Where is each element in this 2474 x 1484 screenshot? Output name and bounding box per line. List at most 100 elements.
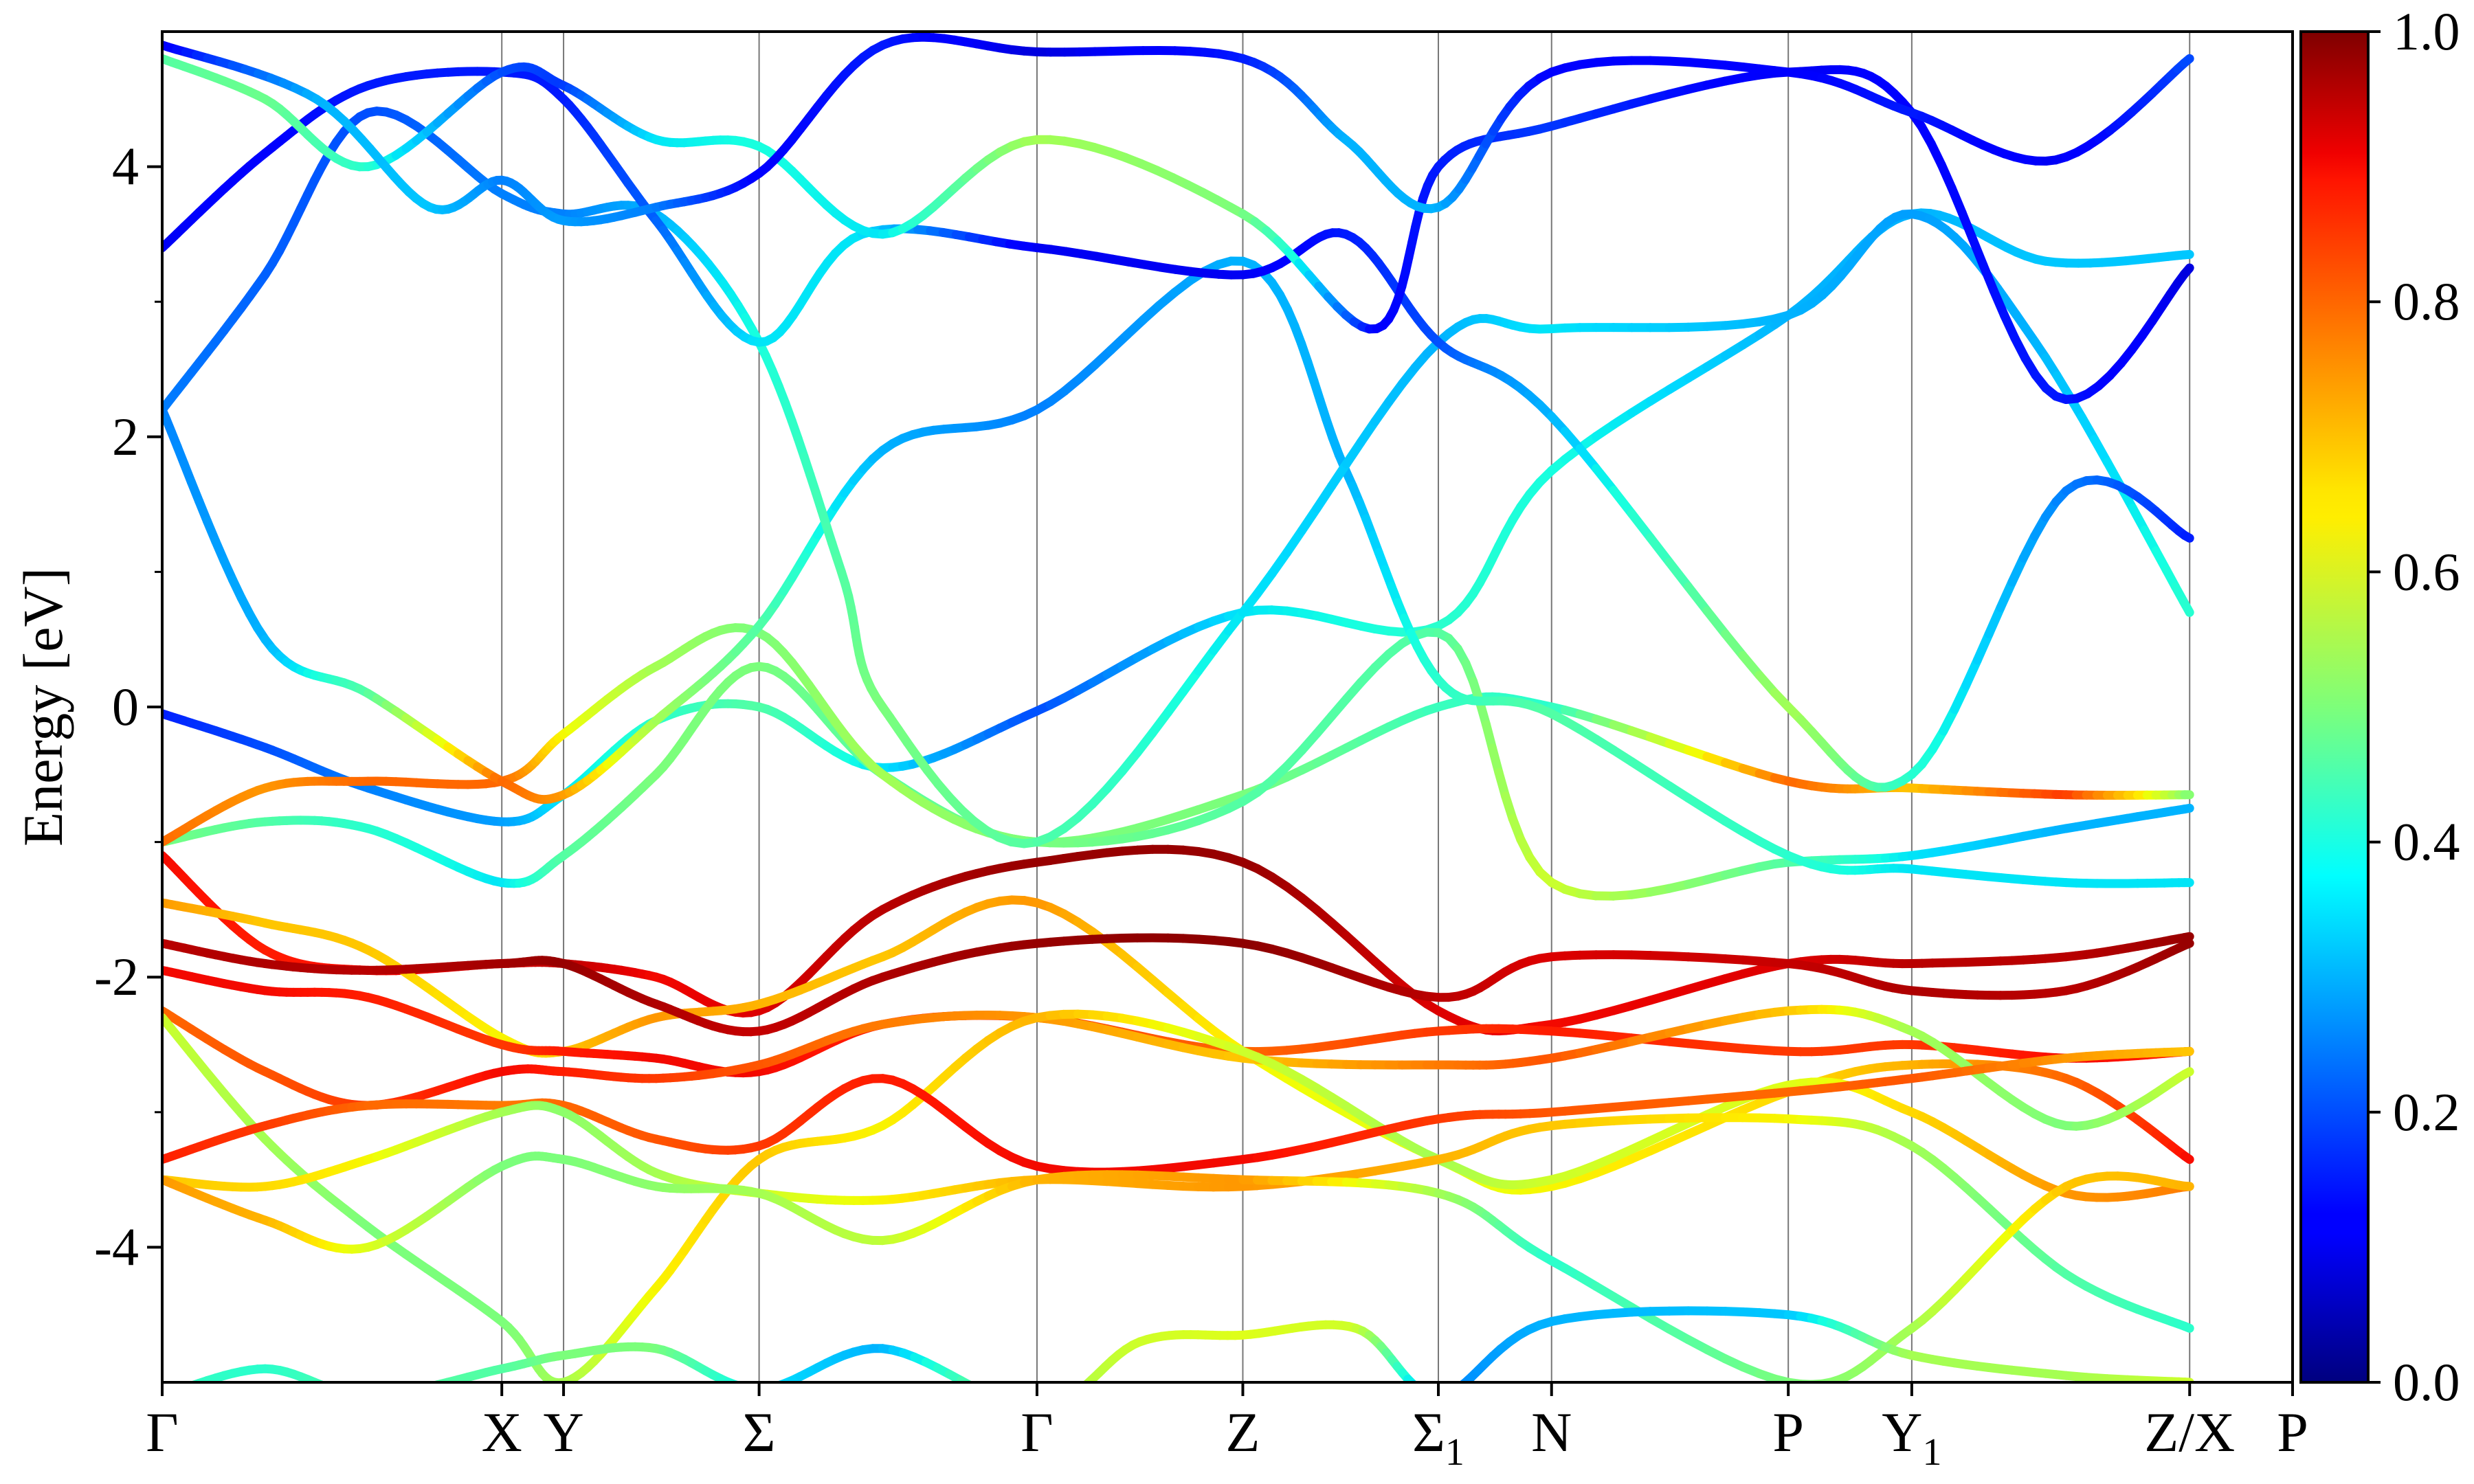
band-segment <box>352 1395 360 1396</box>
y-tick-label: -2 <box>94 947 139 1007</box>
band-segment <box>1425 1393 1431 1395</box>
band-segment <box>1007 1403 1017 1406</box>
band-segment <box>1627 508 1655 542</box>
band-segment <box>1721 629 1748 660</box>
band-segment <box>1664 557 1693 592</box>
band-segment <box>1609 486 1636 518</box>
band-segment <box>1984 603 2005 639</box>
band-segment <box>1078 1386 1084 1393</box>
x-tick-label: Y <box>543 1401 583 1463</box>
x-tick-label: N <box>1531 1401 1572 1463</box>
band-segment <box>767 1386 775 1389</box>
x-tick-label: Γ <box>1021 1401 1053 1463</box>
band-segment <box>1312 481 1337 513</box>
band-5 <box>162 895 2194 1195</box>
band-segment <box>984 1393 996 1399</box>
band-segment <box>359 1395 368 1396</box>
x-tick-label: X <box>482 1401 522 1463</box>
colorbar-tick-label: 0.6 <box>2393 541 2460 601</box>
band-segment <box>1996 577 2017 612</box>
band-segment <box>1458 1378 1469 1382</box>
y-axis: -4 -2 0 2 4 <box>94 137 162 1277</box>
x-axis: Γ X Y Σ Γ Z Σ1 N P Y1 Z/X P <box>146 1382 2308 1474</box>
band-3 <box>162 623 2194 901</box>
band-segment <box>744 1387 751 1389</box>
colorbar-tick-label: 0.2 <box>2393 1082 2460 1142</box>
band-segment <box>2178 596 2194 617</box>
band-segment <box>1452 1388 1459 1392</box>
colorbar-gradient <box>2299 30 2370 1384</box>
band-1 <box>162 208 2194 827</box>
band-segment <box>1645 533 1674 567</box>
band-segment <box>337 1391 344 1393</box>
band-segment <box>2180 938 2194 950</box>
band-segment <box>1062 1397 1070 1402</box>
colorbar-tick-label: 0.8 <box>2393 271 2460 331</box>
colorbar-tick-label: 0.4 <box>2393 812 2460 872</box>
x-tick-label: Σ1 <box>1412 1401 1464 1474</box>
colorbar: 0.0 0.2 0.4 0.6 0.8 1.0 <box>2299 1 2460 1412</box>
x-tick-label: Z <box>1225 1401 1260 1463</box>
band-segment <box>2180 932 2194 942</box>
band-segment <box>2179 249 2194 260</box>
band-segment <box>1070 1392 1078 1397</box>
band-segment <box>2180 1321 2194 1333</box>
y-tick-label: 2 <box>112 407 139 466</box>
band-segment <box>406 1390 416 1392</box>
band-segment <box>1979 260 1998 295</box>
band-segment <box>416 1387 427 1389</box>
band-segment <box>1409 1380 1418 1382</box>
x-tick-label: Y1 <box>1882 1401 1941 1474</box>
band-segment <box>973 1387 985 1393</box>
band-segment <box>368 1395 377 1396</box>
x-tick-label: P <box>1772 1401 1804 1463</box>
band-segment <box>329 1388 337 1391</box>
band-segment <box>428 1380 441 1382</box>
band-6 <box>162 933 2194 1037</box>
band-segment <box>1054 1402 1062 1406</box>
band-segment <box>1957 208 1977 244</box>
y-axis-label: Energy [eV] <box>12 567 74 846</box>
colorbar-tick-label: 1.0 <box>2393 1 2460 61</box>
band-segment <box>2180 530 2194 543</box>
band-13 <box>172 1306 2194 1406</box>
y-tick-label: 4 <box>112 137 139 196</box>
band-segment <box>732 1380 743 1382</box>
band-segment <box>386 1393 396 1395</box>
band-segment <box>1968 234 1988 270</box>
band-segment <box>1702 606 1730 639</box>
x-tick-label: Σ <box>743 1401 776 1463</box>
band-15 <box>162 106 2194 848</box>
band-segment <box>318 1380 327 1382</box>
band-10 <box>162 1046 2194 1177</box>
band-segment <box>1947 183 1967 218</box>
y-tick-label: 0 <box>112 677 139 737</box>
band-segment <box>172 1391 178 1393</box>
band-segment <box>2179 263 2194 279</box>
x-tick-label: Γ <box>146 1401 178 1463</box>
band-18 <box>162 32 2194 227</box>
band-segment <box>1445 1392 1452 1395</box>
x-tick-label: Z/X <box>2144 1401 2235 1463</box>
band-segment <box>2180 803 2194 814</box>
band-8 <box>162 1004 2194 1131</box>
band-segment <box>774 1379 788 1382</box>
colorbar-tick-label: 0.0 <box>2393 1352 2460 1412</box>
colorbar-ticks: 0.0 0.2 0.4 0.6 0.8 1.0 <box>2368 1 2460 1412</box>
band-segment <box>188 1381 194 1382</box>
band-segment <box>1961 655 1982 690</box>
band-segment <box>1684 582 1712 616</box>
band-segment <box>2180 1151 2194 1165</box>
band-segment <box>177 1389 184 1391</box>
bands <box>162 32 2194 1406</box>
band-11 <box>162 1101 2194 1333</box>
band-segment <box>396 1392 406 1394</box>
band-segment <box>1297 504 1322 535</box>
y-tick-label: -4 <box>94 1217 139 1277</box>
x-tick-label: P <box>2277 1401 2308 1463</box>
band-17 <box>162 54 2194 404</box>
band-segment <box>2180 1181 2194 1191</box>
band-segment <box>1592 464 1618 495</box>
band-segment <box>2179 54 2194 68</box>
